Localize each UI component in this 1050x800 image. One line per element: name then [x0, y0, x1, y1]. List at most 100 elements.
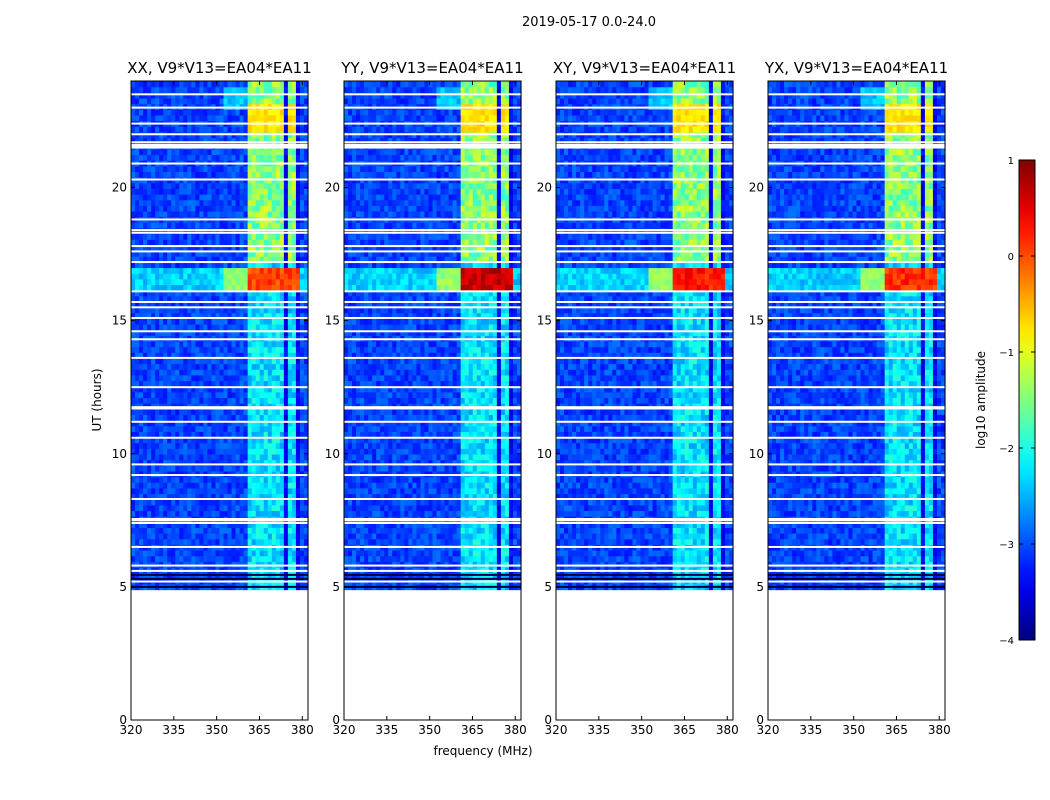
heatmap-cell: [251, 290, 257, 297]
heatmap-cell: [348, 504, 353, 512]
heatmap-cell: [251, 239, 257, 246]
heatmap-cell: [287, 97, 293, 105]
heatmap-cell: [356, 521, 361, 528]
heatmap-cell: [235, 357, 241, 365]
heatmap-cell: [191, 391, 196, 399]
heatmap-cell: [259, 222, 265, 229]
heatmap-cell: [247, 465, 253, 472]
heatmap-cell: [187, 459, 192, 466]
heatmap-cell: [147, 425, 152, 432]
heatmap-cell: [191, 233, 196, 240]
heatmap-cell: [295, 329, 301, 336]
heatmap-cell: [175, 521, 180, 528]
heatmap-cell: [460, 561, 466, 568]
heatmap-cell: [440, 476, 446, 483]
heatmap-cell: [279, 369, 285, 376]
heatmap-cell: [167, 561, 172, 568]
heatmap-cell: [159, 244, 164, 252]
heatmap-cell: [187, 340, 192, 348]
heatmap-cell: [203, 357, 209, 365]
heatmap-cell: [303, 261, 309, 269]
heatmap-cell: [211, 318, 217, 325]
heatmap-cell: [259, 278, 265, 286]
heatmap-cell: [227, 425, 233, 432]
heatmap-cell: [464, 561, 470, 568]
heatmap-cell: [283, 137, 289, 144]
heatmap-cell: [207, 323, 213, 331]
heatmap-cell: [167, 499, 172, 506]
heatmap-cell: [303, 154, 309, 161]
heatmap-cell: [223, 374, 229, 382]
heatmap-cell: [151, 431, 156, 438]
heatmap-cell: [283, 459, 289, 466]
heatmap-cell: [291, 97, 297, 105]
heatmap-cell: [179, 239, 184, 246]
heatmap-cell: [175, 273, 180, 280]
heatmap-cell: [287, 278, 293, 286]
heatmap-cell: [251, 301, 257, 308]
heatmap-cell: [171, 318, 176, 325]
heatmap-cell: [191, 482, 196, 489]
heatmap-cell: [468, 521, 474, 528]
heatmap-cell: [295, 386, 301, 393]
heatmap-cell: [163, 340, 168, 348]
heatmap-cell: [255, 323, 261, 331]
heatmap-cell: [151, 148, 156, 156]
heatmap-cell: [195, 561, 200, 568]
heatmap-cell: [352, 533, 357, 540]
heatmap-cell: [239, 114, 245, 122]
heatmap-cell: [259, 386, 265, 393]
heatmap-cell: [215, 549, 221, 557]
heatmap-cell: [139, 261, 144, 269]
heatmap-cell: [191, 278, 196, 286]
heatmap-cell: [279, 250, 285, 257]
heatmap-cell: [215, 222, 221, 229]
heatmap-cell: [303, 148, 309, 156]
heatmap-cell: [287, 222, 293, 229]
heatmap-cell: [223, 487, 229, 495]
heatmap-cell: [151, 109, 156, 116]
heatmap-cell: [199, 340, 205, 348]
heatmap-cell: [151, 250, 156, 257]
heatmap-cell: [287, 171, 293, 178]
heatmap-cell: [191, 273, 196, 280]
heatmap-cell: [255, 499, 261, 506]
heatmap-cell: [155, 482, 160, 489]
heatmap-cell: [287, 205, 293, 212]
heatmap-cell: [183, 357, 188, 365]
heatmap-cell: [227, 538, 233, 545]
heatmap-cell: [203, 137, 209, 144]
heatmap-cell: [207, 346, 213, 353]
heatmap-cell: [303, 273, 309, 280]
heatmap-cell: [167, 81, 172, 88]
heatmap-cell: [251, 380, 257, 387]
heatmap-cell: [243, 199, 249, 206]
heatmap-cell: [295, 312, 301, 319]
heatmap-cell: [283, 329, 289, 336]
heatmap-cell: [267, 561, 273, 568]
heatmap-cell: [287, 86, 293, 93]
heatmap-cell: [287, 295, 293, 302]
heatmap-cell: [283, 561, 289, 568]
heatmap-cell: [203, 504, 209, 512]
heatmap-cell: [380, 533, 385, 540]
heatmap-cell: [251, 510, 257, 517]
heatmap-cell: [235, 210, 241, 218]
heatmap-cell: [291, 465, 297, 472]
flagged-row: [131, 106, 308, 109]
heatmap-cell: [143, 380, 148, 387]
heatmap-cell: [159, 86, 164, 93]
heatmap-cell: [215, 165, 221, 173]
heatmap-cell: [271, 171, 277, 178]
heatmap-cell: [400, 470, 405, 478]
heatmap-cell: [171, 323, 176, 331]
heatmap-cell: [143, 391, 148, 399]
heatmap-cell: [179, 244, 184, 252]
heatmap-cell: [295, 97, 301, 105]
heatmap-cell: [251, 318, 257, 325]
heatmap-cell: [139, 549, 144, 557]
heatmap-cell: [199, 295, 205, 302]
heatmap-cell: [251, 391, 257, 399]
heatmap-cell: [279, 244, 285, 252]
